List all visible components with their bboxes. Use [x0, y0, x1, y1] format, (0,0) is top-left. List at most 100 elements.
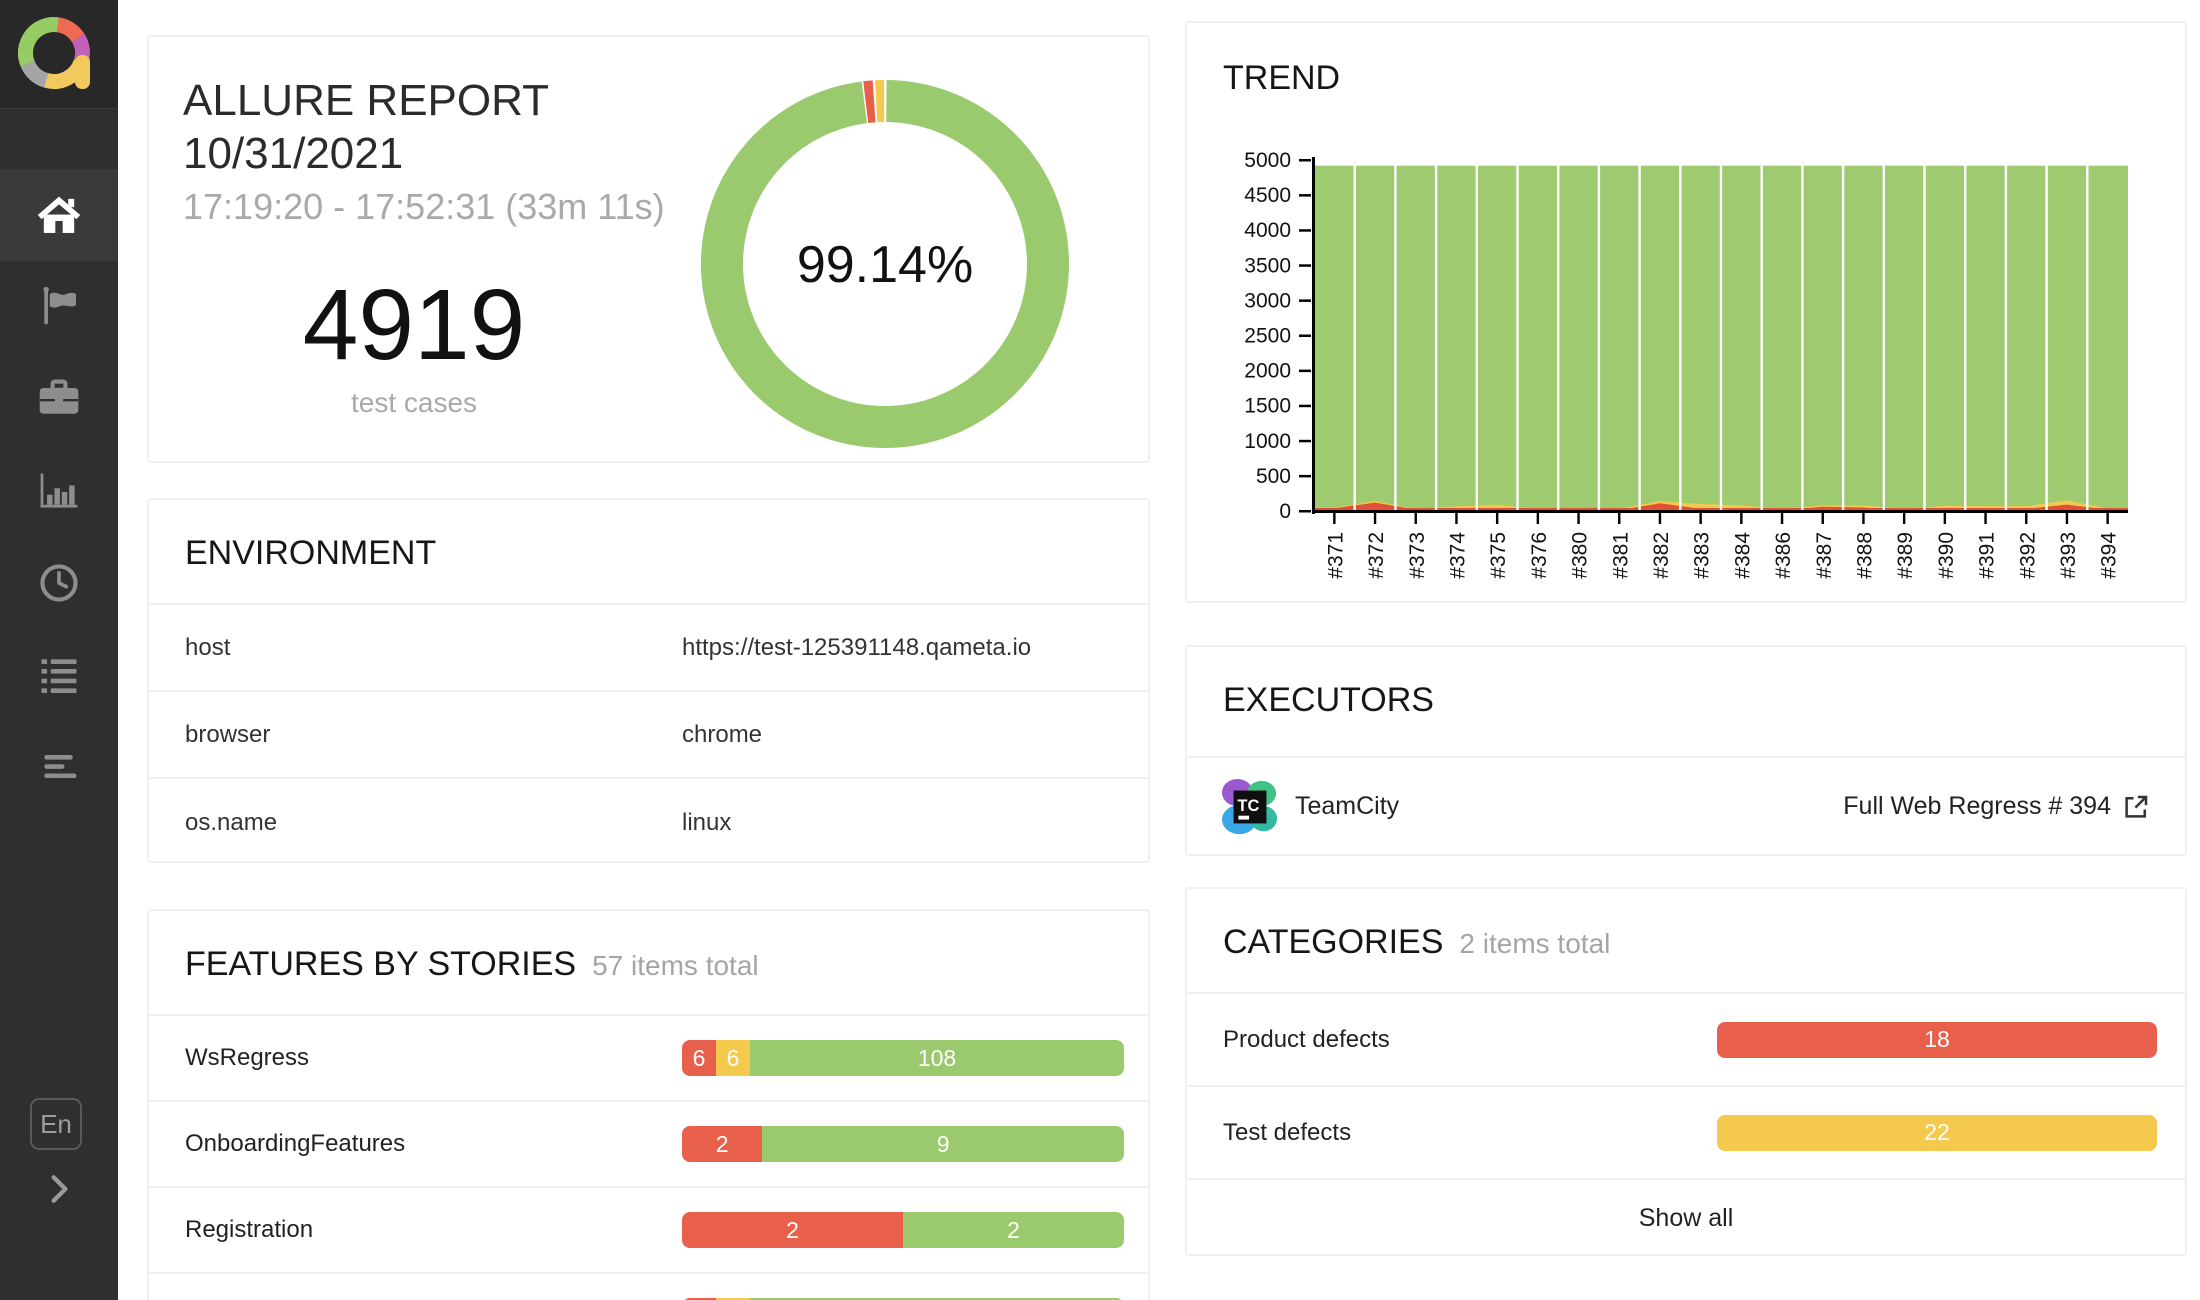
svg-text:3000: 3000 [1244, 289, 1291, 312]
feature-row[interactable]: TaskView 1 2 27 [149, 1274, 1148, 1300]
executor-build-link[interactable]: Full Web Regress # 394 [1843, 792, 2151, 822]
svg-text:#391: #391 [1976, 532, 1999, 579]
category-count-bar: 22 [1717, 1114, 2157, 1151]
summary-card: ALLURE REPORT 10/31/2021 17:19:20 - 17:5… [147, 35, 1150, 463]
chevron-right-icon [51, 1175, 68, 1203]
feature-status-bar: 2 9 [682, 1126, 1124, 1162]
allure-logo-icon [18, 17, 90, 89]
svg-text:500: 500 [1256, 465, 1291, 488]
svg-text:#394: #394 [2098, 532, 2121, 579]
category-label: Test defects [1223, 1118, 1352, 1146]
env-name: host [185, 633, 231, 661]
svg-text:3500: 3500 [1244, 254, 1291, 277]
svg-text:TC: TC [1237, 796, 1259, 814]
allure-logo[interactable] [0, 0, 118, 109]
category-count-bar: 18 [1717, 1021, 2157, 1058]
sidebar-item-overview[interactable] [0, 151, 543, 261]
passed-segment: 9 [762, 1126, 1124, 1162]
executors-title: EXECUTORS [1223, 681, 1434, 719]
svg-text:#386: #386 [1772, 532, 1795, 579]
svg-text:#389: #389 [1894, 532, 1917, 579]
report-time-range: 17:19:20 - 17:52:31 (33m 11s) [183, 185, 665, 227]
bar-chart-icon [40, 473, 78, 508]
feature-row[interactable]: OnboardingFeatures 2 9 [149, 1102, 1148, 1188]
feature-label: Registration [185, 1216, 314, 1243]
feature-row[interactable]: WsRegress 6 6 108 [149, 1016, 1148, 1102]
environment-title: ENVIRONMENT [185, 534, 437, 572]
categories-items-total: 2 items total [1459, 928, 1611, 959]
svg-text:#393: #393 [2057, 532, 2080, 579]
feature-status-bar: 2 2 [682, 1212, 1124, 1248]
svg-text:#372: #372 [1365, 532, 1388, 579]
failed-segment: 2 [682, 1126, 763, 1162]
feature-label: OnboardingFeatures [185, 1130, 406, 1157]
sidebar-item-packages[interactable] [0, 721, 118, 813]
passed-segment: 27 [750, 1298, 1124, 1300]
svg-text:#376: #376 [1528, 532, 1551, 579]
clock-icon [40, 564, 78, 602]
env-row-osname: os.name linux [149, 779, 1148, 866]
svg-text:#383: #383 [1691, 532, 1714, 579]
features-title: FEATURES BY STORIES [185, 945, 577, 983]
broken-segment: 6 [716, 1040, 750, 1076]
show-all-button[interactable]: Show all [1638, 1204, 1734, 1232]
svg-text:#371: #371 [1324, 532, 1347, 579]
flag-icon [43, 286, 77, 325]
svg-text:#388: #388 [1853, 532, 1876, 579]
briefcase-icon [39, 379, 79, 414]
svg-text:#392: #392 [2016, 532, 2039, 579]
language-button[interactable]: En [30, 1098, 82, 1150]
categories-title: CATEGORIES [1223, 923, 1444, 961]
sidebar-item-suites[interactable] [0, 353, 118, 445]
categories-card: CATEGORIES 2 items total Product defects… [1185, 887, 2187, 1256]
svg-text:#380: #380 [1569, 532, 1592, 579]
environment-card: ENVIRONMENT host https://test-125391148.… [147, 498, 1150, 863]
teamcity-icon: TC [1221, 778, 1278, 834]
passed-segment: 108 [750, 1040, 1124, 1076]
features-items-total: 57 items total [592, 950, 759, 981]
list-icon [41, 659, 77, 693]
executors-card: EXECUTORS TC TeamCity Full Web Regress #… [1185, 645, 2187, 856]
sidebar-item-behaviors[interactable] [0, 629, 118, 721]
svg-text:0: 0 [1279, 500, 1291, 523]
failed-segment: 6 [682, 1040, 716, 1076]
executor-row: TC TeamCity Full Web Regress # 394 [1187, 758, 2185, 855]
total-testcases: 4919 test cases [229, 275, 599, 419]
svg-text:4000: 4000 [1244, 219, 1291, 242]
report-title-line1: ALLURE REPORT [183, 76, 549, 125]
feature-status-bar: 6 6 108 [682, 1040, 1124, 1076]
trend-card: TREND 0 500 1000 1500 2000 2500 3000 3500 4000 45… [1185, 21, 2187, 603]
feature-label: WsRegress [185, 1044, 310, 1071]
svg-text:2500: 2500 [1244, 325, 1291, 348]
features-by-stories-card: FEATURES BY STORIES 57 items total WsReg… [147, 909, 1150, 1300]
category-row[interactable]: Product defects 18 [1187, 994, 2185, 1087]
executor-name: TeamCity [1295, 792, 1400, 820]
pass-rate-donut[interactable]: 99.14% [695, 74, 1075, 454]
sidebar-item-graphs[interactable] [0, 445, 118, 537]
env-row-browser: browser chrome [149, 692, 1148, 779]
feature-row[interactable]: Registration 2 2 [149, 1188, 1148, 1274]
env-value: https://test-125391148.qameta.io [682, 633, 1032, 661]
env-row-host: host https://test-125391148.qameta.io [149, 605, 1148, 692]
sidebar-item-categories[interactable] [0, 261, 118, 353]
collapse-sidebar-button[interactable] [0, 1172, 118, 1206]
pass-rate-value: 99.14% [797, 236, 973, 294]
svg-text:1000: 1000 [1244, 430, 1291, 453]
svg-text:2000: 2000 [1244, 360, 1291, 383]
svg-text:4500: 4500 [1244, 184, 1291, 207]
broken-segment: 2 [716, 1298, 750, 1300]
env-name: browser [185, 720, 271, 748]
svg-text:#373: #373 [1406, 532, 1429, 579]
sidebar-item-timeline[interactable] [0, 537, 118, 629]
env-value: linux [682, 808, 732, 836]
svg-text:#382: #382 [1650, 532, 1673, 579]
home-icon [37, 196, 81, 233]
env-name: os.name [185, 808, 278, 836]
env-value: chrome [682, 720, 763, 748]
category-row[interactable]: Test defects 22 [1187, 1087, 2185, 1180]
align-left-icon [44, 755, 77, 779]
sidebar: En [0, 0, 543, 1300]
failed-segment: 2 [682, 1212, 903, 1248]
trend-title: TREND [1223, 59, 1341, 97]
